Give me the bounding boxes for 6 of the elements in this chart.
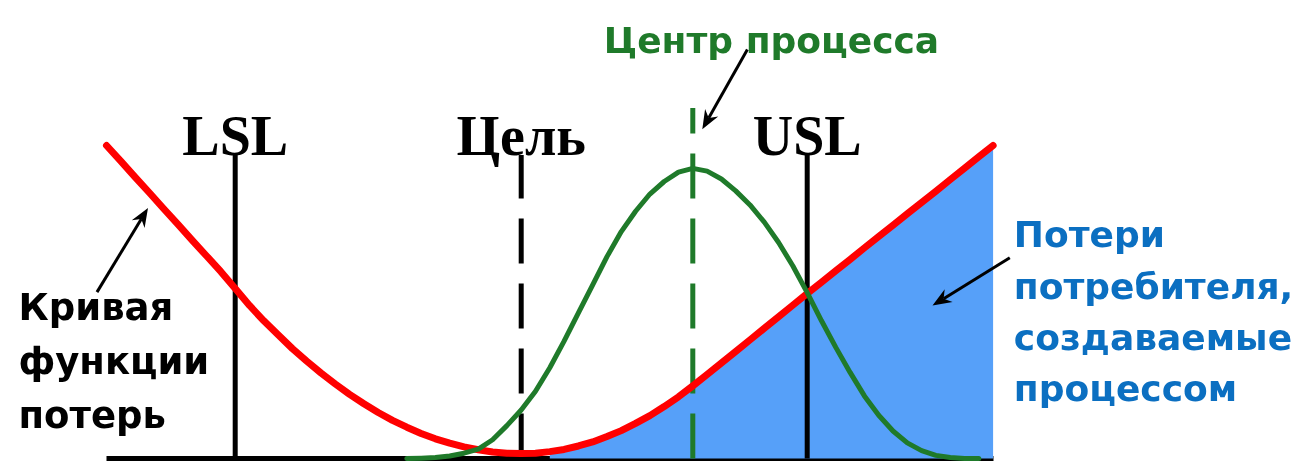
annotation: USL [752, 105, 862, 168]
series-label: Потери потребителя, создаваемые процессом [1013, 214, 1294, 410]
text: Центр процесса [603, 20, 940, 62]
annotation: Цель [456, 105, 586, 168]
annotation: LSL [182, 105, 289, 168]
series-label: Кривая функции потерь [18, 286, 210, 437]
